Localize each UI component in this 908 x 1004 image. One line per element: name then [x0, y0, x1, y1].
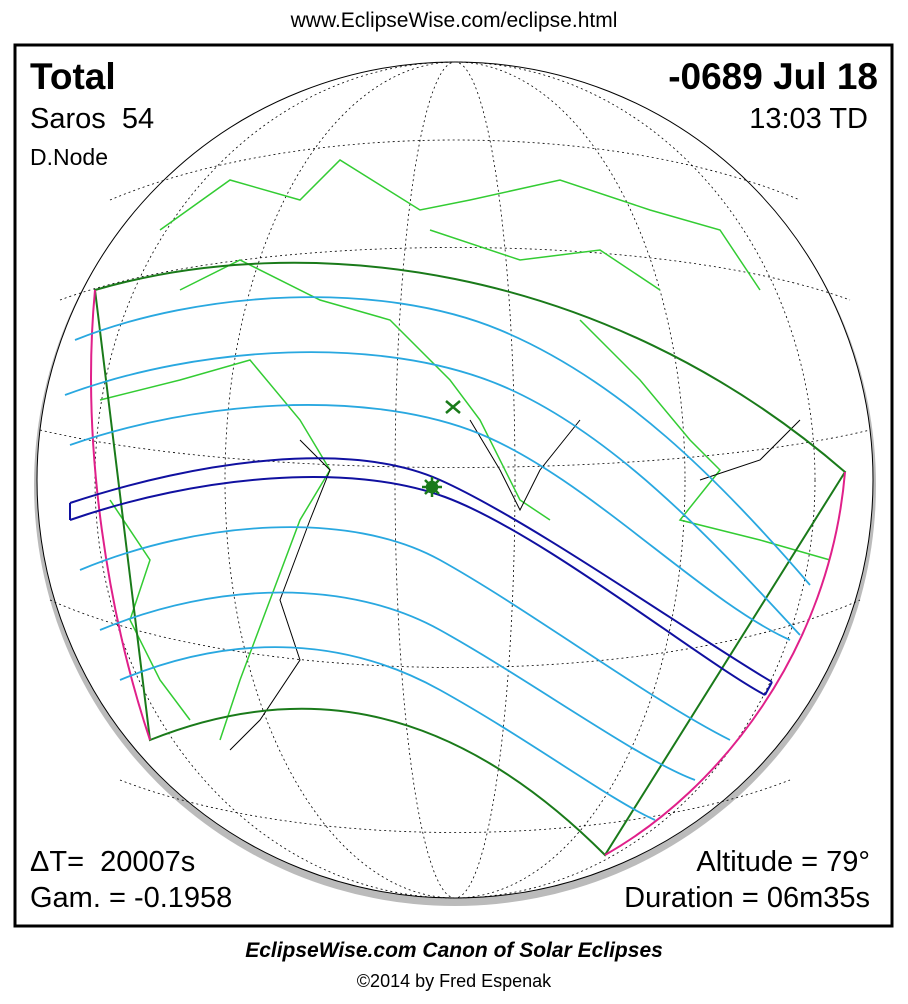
partial-isolines — [64, 296, 811, 821]
land-borders — [99, 159, 831, 741]
url: www.EclipseWise.com/eclipse.html — [290, 9, 618, 32]
time: 13:03 TD — [749, 103, 868, 135]
node: D.Node — [30, 144, 108, 170]
footer-credit: ©2014 by Fred Espenak — [356, 971, 552, 991]
saros: Saros 54 — [30, 103, 155, 135]
footer-title: EclipseWise.com Canon of Solar Eclipses — [245, 939, 663, 962]
frame — [13, 43, 894, 928]
greatest-eclipse-marker — [422, 477, 442, 497]
sunrise-limit — [90, 289, 151, 741]
coastlines — [229, 419, 801, 751]
globe — [36, 61, 874, 899]
totality-path — [69, 457, 773, 696]
altitude: Altitude = 79° — [696, 846, 870, 878]
graticule — [39, 61, 871, 899]
sunset-limit — [604, 471, 846, 856]
delta-t: ΔT= 20007s — [30, 846, 196, 878]
penumbra-limit — [93, 261, 847, 857]
date: -0689 Jul 18 — [668, 56, 878, 97]
gamma: Gam. = -0.1958 — [30, 882, 233, 914]
eclipse-type: Total — [30, 56, 116, 97]
greatest-duration-marker — [445, 400, 461, 414]
duration: Duration = 06m35s — [624, 882, 870, 914]
